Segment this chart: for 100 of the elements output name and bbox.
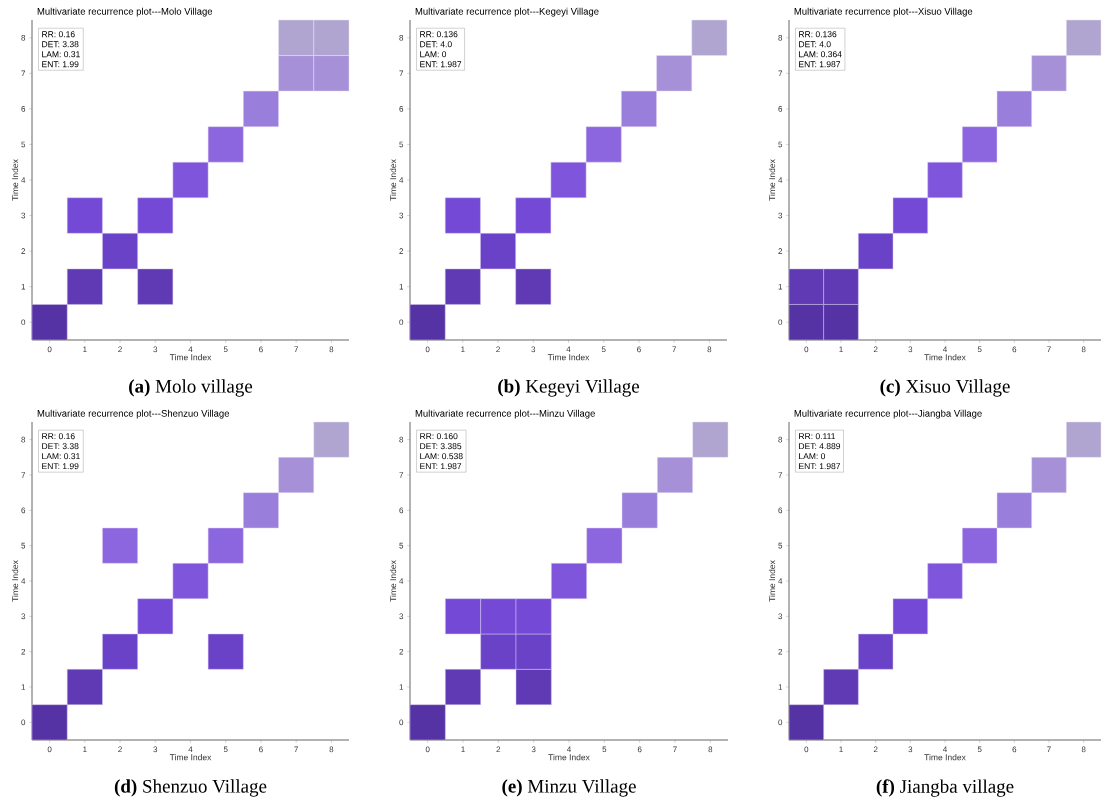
x-tick-label: 6 (1012, 346, 1017, 353)
y-tick-label: 5 (778, 542, 783, 549)
x-tick-label: 3 (531, 746, 536, 753)
point (444, 197, 481, 234)
annotation: ENT: 1.99 (42, 463, 79, 470)
annotation: RR: 0.16 (42, 31, 75, 38)
y-tick-label: 4 (778, 177, 783, 183)
point (621, 90, 657, 127)
y-tick-label: 8 (399, 34, 404, 41)
x-axis-title: Time Index (924, 754, 966, 761)
annotation: DET: 4.889 (799, 443, 841, 450)
point (313, 421, 350, 458)
y-tick-label: 6 (778, 106, 783, 112)
x-tick-label: 1 (461, 746, 465, 753)
annotation: LAM: 0.31 (42, 453, 80, 460)
text: (a) Molo village (129, 379, 253, 397)
y-tick-label: 3 (399, 613, 404, 620)
y-tick-label: 7 (399, 70, 404, 77)
point (962, 527, 998, 564)
point (858, 633, 894, 670)
point (445, 669, 481, 705)
annotation: ENT: 1.99 (42, 61, 79, 68)
point (137, 598, 174, 635)
x-tick-label: 6 (637, 746, 642, 753)
annotation: DET: 3.38 (42, 41, 79, 48)
y-tick-label: 7 (778, 70, 783, 77)
y-tick-label: 1 (399, 684, 404, 690)
x-tick-label: 0 (47, 346, 52, 353)
x-tick-label: 1 (83, 746, 87, 753)
y-tick-label: 0 (21, 319, 26, 326)
y-tick-label: 4 (399, 578, 404, 584)
point (1066, 19, 1102, 56)
point (515, 633, 552, 670)
x-tick-label: 7 (1047, 746, 1051, 753)
x-tick-label: 8 (707, 346, 712, 353)
y-tick-label: 1 (778, 283, 783, 290)
y-tick-label: 6 (399, 507, 404, 514)
x-tick-label: 2 (873, 346, 878, 353)
point (445, 598, 481, 635)
point (172, 161, 209, 199)
chart-title: Multivariate recurrence plot---Molo Village (37, 7, 213, 17)
x-tick-label: 0 (47, 746, 52, 753)
point (586, 527, 623, 564)
y-axis-title: Time Index (389, 560, 397, 602)
point (927, 563, 963, 599)
y-axis-title: Time Index (768, 560, 776, 602)
point (515, 669, 552, 705)
chart-title: Multivariate recurrence plot---Shenzuo Village (37, 409, 230, 419)
y-tick-label: 5 (21, 141, 26, 148)
y-tick-label: 3 (778, 212, 783, 219)
annotation: LAM: 0.31 (42, 51, 80, 58)
x-axis-title: Time Index (924, 354, 966, 361)
x-tick-label: 4 (942, 346, 947, 353)
annotation: LAM: 0.538 (420, 453, 463, 460)
point (31, 704, 68, 741)
annotation: DET: 3.38 (42, 443, 79, 450)
y-tick-label: 8 (778, 34, 783, 41)
point (515, 598, 552, 635)
y-tick-label: 7 (21, 70, 26, 77)
y-tick-label: 6 (21, 507, 26, 514)
y-tick-label: 1 (21, 283, 26, 290)
point (444, 268, 481, 305)
point (1031, 457, 1067, 493)
x-tick-label: 3 (531, 346, 536, 353)
y-axis-title: Time Index (389, 159, 397, 201)
point (692, 421, 729, 458)
point (691, 19, 728, 56)
y-tick-label: 4 (399, 177, 404, 183)
point (1031, 55, 1067, 92)
x-tick-label: 6 (259, 346, 263, 353)
point (585, 126, 622, 163)
x-tick-label: 1 (461, 346, 465, 353)
x-tick-label: 7 (1047, 346, 1051, 353)
y-tick-label: 7 (778, 472, 783, 478)
x-tick-label: 2 (496, 346, 500, 353)
x-tick-label: 6 (1012, 746, 1017, 753)
point (313, 19, 350, 56)
x-tick-label: 3 (153, 346, 158, 353)
x-tick-label: 5 (977, 346, 982, 353)
x-tick-label: 4 (942, 746, 947, 753)
annotation: RR: 0.136 (799, 31, 837, 38)
x-tick-label: 4 (188, 346, 193, 353)
y-tick-label: 0 (21, 719, 26, 726)
x-tick-label: 8 (1081, 746, 1086, 753)
point (409, 304, 446, 341)
point (137, 268, 174, 305)
point (996, 90, 1032, 127)
point (480, 233, 516, 270)
x-tick-label: 5 (601, 346, 606, 353)
point (788, 704, 824, 741)
y-tick-label: 6 (21, 106, 26, 112)
point (278, 19, 315, 56)
x-tick-label: 2 (873, 746, 878, 753)
y-tick-label: 6 (399, 106, 404, 112)
x-tick-label: 3 (908, 746, 913, 753)
y-tick-label: 7 (399, 472, 404, 478)
x-tick-label: 1 (839, 746, 843, 753)
y-tick-label: 4 (21, 578, 26, 584)
y-tick-label: 2 (21, 648, 26, 655)
y-tick-label: 6 (778, 507, 783, 514)
